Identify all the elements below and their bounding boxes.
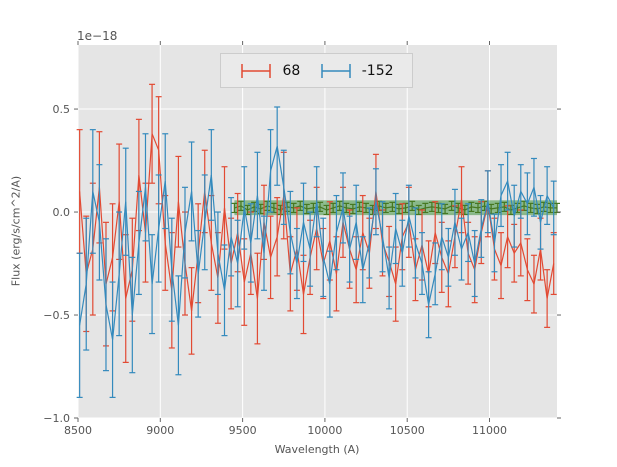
errorbar-legend-icon <box>320 63 351 78</box>
legend-label: -152 <box>361 62 394 79</box>
x-axis-label: Wavelength (A) <box>274 443 360 456</box>
legend-item: 68 <box>239 62 300 80</box>
legend-label: 68 <box>282 62 301 79</box>
y-tick-label: −0.5 <box>43 309 70 322</box>
x-tick-label: 9500 <box>229 424 257 437</box>
legend-item: -152 <box>319 62 394 80</box>
legend: 68 -152 <box>220 53 413 88</box>
y-tick-label: 0.5 <box>53 103 71 116</box>
y-tick-label: 0.0 <box>53 206 71 219</box>
x-tick-label: 9000 <box>146 424 174 437</box>
x-tick-label: 10000 <box>307 424 342 437</box>
x-tick-label: 11000 <box>472 424 507 437</box>
errorbar-legend-icon <box>241 63 272 78</box>
y-tick-label: −1.0 <box>43 412 70 425</box>
x-tick-label: 8500 <box>64 424 92 437</box>
series--152 <box>76 106 557 399</box>
y-axis-offset-label: 1e−18 <box>77 29 118 43</box>
x-tick-label: 10500 <box>390 424 425 437</box>
y-axis-label: Flux (erg/s/cm^2/A) <box>9 175 23 287</box>
